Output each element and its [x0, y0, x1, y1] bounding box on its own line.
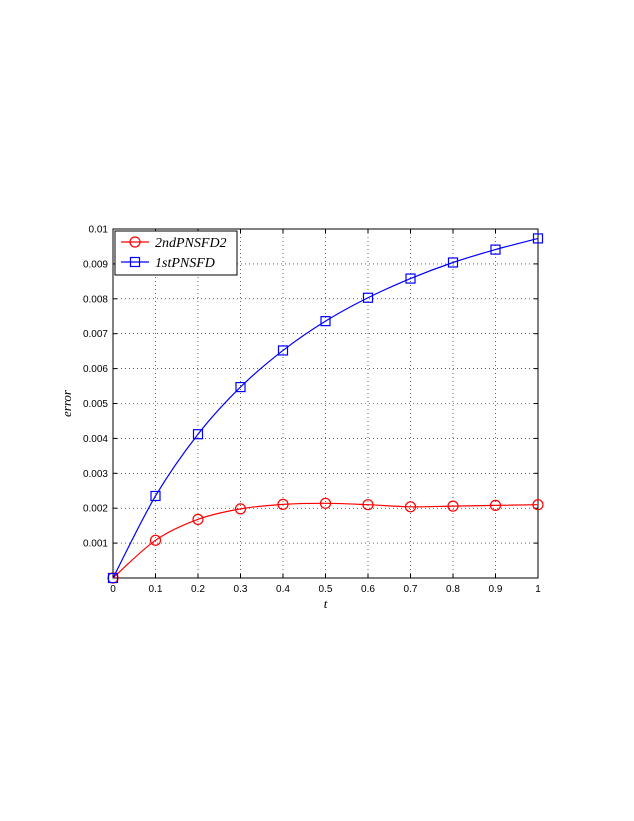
- data-point-marker: [404, 501, 417, 513]
- x-tick-label: 0.1: [149, 584, 163, 595]
- data-point-marker: [320, 316, 331, 327]
- series-line: [112, 237, 539, 579]
- legend-label: 1stPNSFD: [155, 256, 215, 271]
- x-tick-label: 0.2: [191, 584, 205, 595]
- y-tick-label: 0.007: [83, 329, 108, 340]
- data-point-marker: [405, 273, 416, 284]
- legend: 2ndPNSFD2 1stPNSFD: [114, 230, 238, 276]
- legend-entry: 1stPNSFD: [121, 256, 215, 271]
- data-series: [107, 233, 544, 584]
- data-point-marker: [149, 534, 162, 546]
- y-tick-label: 0.008: [83, 294, 108, 305]
- data-point-marker: [107, 572, 119, 584]
- series-1: [107, 497, 544, 584]
- y-tick-label: 0.004: [83, 434, 108, 445]
- x-tick-label: 0.4: [276, 584, 290, 595]
- data-point-marker: [319, 497, 332, 509]
- legend-marker: [129, 236, 141, 248]
- legend-entry: 2ndPNSFD2: [121, 236, 227, 251]
- data-point-marker: [447, 500, 459, 512]
- legend-box: [114, 230, 238, 276]
- data-point-marker: [192, 429, 204, 440]
- y-tick-label: 0.009: [83, 259, 108, 270]
- legend-label: 2ndPNSFD2: [155, 236, 227, 251]
- data-point-marker: [362, 499, 374, 511]
- y-tick-label: 0.006: [83, 364, 108, 375]
- x-tick-label: 0.7: [404, 584, 418, 595]
- x-axis-label: t: [324, 596, 328, 611]
- y-tick-label: 0.002: [83, 504, 108, 515]
- data-point-marker: [235, 381, 246, 393]
- y-tick-label: 0.001: [83, 539, 108, 550]
- x-tick-label: 0.6: [361, 584, 375, 595]
- y-tick-label: 0.01: [89, 225, 109, 236]
- data-point-marker: [234, 503, 247, 515]
- series-2: [107, 233, 544, 584]
- y-tick-label: 0.003: [83, 469, 108, 480]
- x-tick-label: 0: [110, 584, 116, 595]
- data-point-marker: [532, 499, 544, 511]
- data-point-marker: [192, 513, 204, 525]
- legend-entries: 2ndPNSFD2 1stPNSFD: [121, 236, 227, 271]
- data-point-marker: [489, 499, 502, 512]
- legend-marker: [129, 256, 141, 268]
- y-tick-label: 0.005: [83, 399, 108, 410]
- axis-ticks: 0 0.1 0.2 0.3 0.4 0.5 0.6 0.7 0.8 0.9 1 0.001 0.002 0…: [83, 225, 541, 596]
- data-point-marker: [150, 490, 161, 502]
- data-point-marker: [362, 292, 374, 303]
- x-tick-label: 0.5: [319, 584, 333, 595]
- x-tick-label: 0.3: [234, 584, 248, 595]
- data-point-marker: [277, 498, 289, 510]
- x-tick-label: 0.8: [446, 584, 460, 595]
- data-point-marker: [490, 244, 501, 255]
- data-point-marker: [277, 345, 289, 356]
- y-axis-label: error: [59, 389, 74, 417]
- data-point-marker: [532, 233, 544, 244]
- x-tick-label: 1: [535, 584, 541, 595]
- x-tick-label: 0.9: [489, 584, 503, 595]
- data-point-marker: [447, 257, 459, 268]
- series-line: [112, 502, 539, 579]
